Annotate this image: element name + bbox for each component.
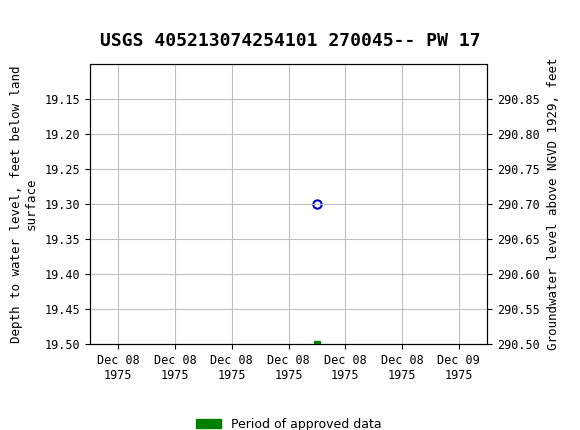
Text: USGS 405213074254101 270045-- PW 17: USGS 405213074254101 270045-- PW 17 bbox=[100, 32, 480, 50]
Y-axis label: Groundwater level above NGVD 1929, feet: Groundwater level above NGVD 1929, feet bbox=[546, 58, 560, 350]
Text: USGS: USGS bbox=[75, 16, 139, 36]
Legend: Period of approved data: Period of approved data bbox=[191, 412, 386, 430]
Y-axis label: Depth to water level, feet below land
surface: Depth to water level, feet below land su… bbox=[10, 65, 38, 343]
